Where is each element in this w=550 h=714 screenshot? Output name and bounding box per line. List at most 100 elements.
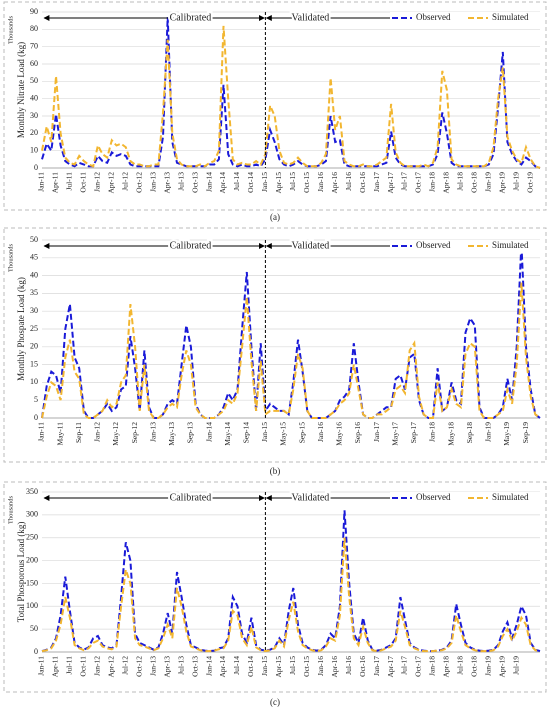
y-tick-label: 30 <box>30 306 38 315</box>
x-tick-label: Apr-11 <box>51 172 60 193</box>
legend-bg <box>466 492 542 504</box>
x-tick-label: Apr-13 <box>162 656 171 678</box>
x-tick-label: Sep-14 <box>242 422 251 443</box>
x-tick-label: Sep-17 <box>409 422 418 443</box>
y-axis-title: Total Phosporous Load (kg) <box>16 522 26 623</box>
y-tick-label: 200 <box>26 555 38 564</box>
x-tick-label: Jan-14 <box>204 422 213 442</box>
x-tick-label: Jan-15 <box>260 172 269 192</box>
y-tick-label: 35 <box>30 288 38 297</box>
x-tick-label: Jan-15 <box>260 656 269 676</box>
x-tick-label: Sep-19 <box>521 422 530 443</box>
y-tick-label: 50 <box>30 624 38 633</box>
x-tick-label: Jul-15 <box>288 656 297 675</box>
y-tick-label: 20 <box>30 128 38 137</box>
y-tick-label: 50 <box>30 235 38 244</box>
y-tick-label: 70 <box>30 41 38 50</box>
legend-bg <box>466 240 542 252</box>
x-tick-label: Jan-18 <box>428 422 437 442</box>
x-tick-label: Oct-14 <box>246 656 255 677</box>
x-tick-label: Jan-12 <box>93 422 102 442</box>
panel-border <box>3 481 547 693</box>
annotation: Calibrated <box>170 492 212 503</box>
x-tick-label: Oct-15 <box>302 656 311 677</box>
x-tick-label: Apr-18 <box>442 172 451 194</box>
legend-bg <box>466 12 542 24</box>
x-tick-label: May-12 <box>111 422 120 446</box>
x-tick-label: Oct-12 <box>134 172 143 193</box>
x-tick-label: Apr-11 <box>51 656 60 677</box>
x-tick-label: Jul-15 <box>288 172 297 191</box>
x-tick-label: Apr-13 <box>162 172 171 194</box>
x-tick-label: Sep-18 <box>465 422 474 443</box>
y-tick-label: 45 <box>30 253 38 262</box>
legend-label: Simulated <box>492 12 529 22</box>
x-tick-label: Jan-13 <box>148 656 157 676</box>
annotation: Calibrated <box>170 12 212 23</box>
x-tick-label: Jan-11 <box>37 422 46 442</box>
y-unit: Thousands <box>7 15 14 44</box>
x-tick-label: Jul-18 <box>456 656 465 675</box>
x-tick-label: May-16 <box>335 422 344 446</box>
x-tick-label: Jan-19 <box>484 172 493 192</box>
x-tick-label: Oct-18 <box>470 172 479 193</box>
y-tick-label: 150 <box>26 578 38 587</box>
x-tick-label: Apr-16 <box>330 656 339 678</box>
x-tick-label: Jul-17 <box>400 656 409 675</box>
x-tick-label: May-11 <box>55 422 64 446</box>
x-tick-label: Oct-13 <box>190 172 199 193</box>
legend-bg <box>390 492 466 504</box>
x-tick-label: Oct-19 <box>525 172 534 193</box>
x-tick-label: Jul-14 <box>232 656 241 675</box>
legend-label: Observed <box>416 492 451 502</box>
x-tick-label: Apr-19 <box>497 172 506 194</box>
x-tick-label: Jan-13 <box>148 172 157 192</box>
caption: (c) <box>270 697 280 707</box>
y-tick-label: 30 <box>30 111 38 120</box>
x-tick-label: May-13 <box>167 422 176 446</box>
x-tick-label: Apr-14 <box>218 656 227 678</box>
x-tick-label: Apr-12 <box>107 656 116 678</box>
y-tick-label: 350 <box>26 487 38 496</box>
x-tick-label: Apr-17 <box>386 656 395 678</box>
y-tick-label: 10 <box>30 377 38 386</box>
x-tick-label: May-19 <box>502 422 511 446</box>
x-tick-label: Jul-18 <box>456 172 465 191</box>
x-tick-label: Jul-11 <box>65 172 74 191</box>
x-tick-label: Jul-13 <box>176 656 185 675</box>
x-tick-label: Oct-15 <box>302 172 311 193</box>
x-tick-label: Oct-13 <box>190 656 199 677</box>
x-tick-label: Oct-11 <box>79 172 88 193</box>
x-tick-label: Apr-14 <box>218 172 227 194</box>
x-tick-label: Sep-11 <box>74 422 83 443</box>
x-tick-label: Jan-14 <box>204 656 213 676</box>
x-tick-label: Jan-16 <box>316 172 325 192</box>
legend-label: Simulated <box>492 492 529 502</box>
x-tick-label: Jan-17 <box>372 172 381 192</box>
x-tick-label: Oct-16 <box>358 172 367 193</box>
y-tick-label: 10 <box>30 145 38 154</box>
x-tick-label: Jul-16 <box>344 656 353 675</box>
x-tick-label: Jul-17 <box>400 172 409 191</box>
x-tick-label: Jan-19 <box>484 422 493 442</box>
annotation: Validated <box>292 240 330 251</box>
y-tick-label: 5 <box>34 395 38 404</box>
x-tick-label: Oct-17 <box>414 656 423 677</box>
legend-label: Observed <box>416 240 451 250</box>
x-tick-label: Jul-19 <box>511 656 520 675</box>
y-tick-label: 40 <box>30 93 38 102</box>
x-tick-label: Jul-19 <box>511 172 520 191</box>
y-axis-title: Monthly Nitrate Load (kg) <box>16 42 26 138</box>
y-tick-label: 80 <box>30 24 38 33</box>
x-tick-label: May-18 <box>446 422 455 446</box>
x-tick-label: Jan-19 <box>484 656 493 676</box>
legend-bg <box>390 12 466 24</box>
y-tick-label: 40 <box>30 270 38 279</box>
x-tick-label: Jul-13 <box>176 172 185 191</box>
line-series <box>41 510 541 653</box>
x-tick-label: Oct-12 <box>134 656 143 677</box>
panel-border <box>3 227 547 463</box>
x-tick-label: Jul-14 <box>232 172 241 191</box>
x-tick-label: May-15 <box>279 422 288 446</box>
